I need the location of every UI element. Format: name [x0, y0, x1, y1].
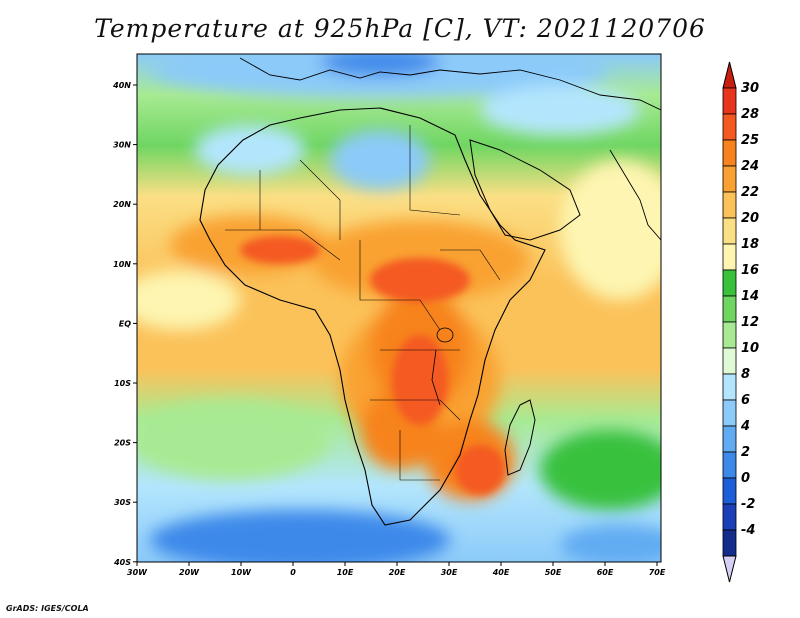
- lon-label: 20E: [389, 568, 406, 577]
- atlantic-band: [137, 270, 240, 330]
- hot-core-3: [392, 335, 448, 425]
- colorbar-overflow-high: [722, 61, 737, 89]
- middle-east-cool-patch: [480, 85, 640, 135]
- lat-label: 10S: [114, 379, 131, 388]
- lon-label: 60E: [597, 568, 614, 577]
- indian-ocean-band: [560, 160, 661, 300]
- lon-label: 30W: [127, 568, 148, 577]
- lon-label: 0: [290, 568, 296, 577]
- colorbar-label: 8: [741, 367, 750, 382]
- europe-coast: [239, 57, 661, 111]
- colorbar-label: 28: [741, 107, 759, 122]
- colorbar-swatch: [722, 165, 737, 193]
- colorbar-label: 30: [741, 81, 759, 96]
- africa-coastline: [199, 107, 546, 526]
- map-title: Temperature at 925hPa [C], VT: 202112070…: [94, 14, 706, 43]
- grads-credit: GrADS: IGES/COLA: [6, 604, 89, 613]
- colorbar-swatch: [722, 347, 737, 375]
- india-coast: [609, 149, 661, 241]
- colorbar-swatch: [722, 399, 737, 427]
- madagascar-coast: [504, 399, 536, 476]
- lat-label: 40S: [113, 558, 131, 567]
- west-sahara-cool-patch: [195, 125, 305, 175]
- colorbar-swatch: [722, 113, 737, 141]
- hot-core-1: [370, 258, 470, 302]
- lon-label: 30E: [441, 568, 458, 577]
- lat-label: 40N: [112, 81, 131, 90]
- lon-label: 10E: [337, 568, 354, 577]
- colorbar-overflow-low: [722, 555, 737, 583]
- colorbar-label: -2: [741, 497, 755, 512]
- colorbar-swatch: [722, 373, 737, 401]
- colorbar-swatch: [722, 503, 737, 531]
- lake-victoria: [436, 327, 454, 343]
- lat-label: 20S: [114, 439, 131, 448]
- colorbar-label: 24: [741, 159, 759, 174]
- colorbar-label: 12: [741, 315, 759, 330]
- colorbar-swatch: [722, 451, 737, 479]
- sahara-cool-patch: [330, 130, 430, 190]
- colorbar-swatch: [722, 139, 737, 167]
- colorbar-swatch: [722, 295, 737, 323]
- colorbar-label: 2: [741, 445, 750, 460]
- colorbar-label: 25: [741, 133, 759, 148]
- colorbar-label: 10: [741, 341, 759, 356]
- south-indian-band: [540, 430, 661, 510]
- colorbar-swatch: [722, 269, 737, 297]
- lat-label: EQ: [119, 319, 131, 328]
- lon-label: 50E: [545, 568, 562, 577]
- lon-label: 70E: [649, 568, 666, 577]
- colorbar-swatch: [722, 87, 737, 115]
- colorbar-label: 14: [741, 289, 759, 304]
- south-atlantic-band: [137, 400, 330, 480]
- colorbar-label: 22: [741, 185, 759, 200]
- colorbar-swatch: [722, 529, 737, 557]
- country-borders: [225, 125, 501, 481]
- lon-label: 40E: [492, 568, 510, 577]
- colorbar-swatch: [722, 477, 737, 505]
- colorbar-swatch: [722, 243, 737, 271]
- colorbar-label: -4: [741, 523, 755, 538]
- temperature-field: [137, 54, 661, 562]
- lake-tanganyika: [431, 349, 441, 406]
- colorbar-swatch: [722, 321, 737, 349]
- lat-label: 30S: [114, 498, 131, 507]
- colorbar-label: 20: [741, 211, 759, 226]
- southern-cold-band: [150, 510, 450, 562]
- colorbar-label: 16: [741, 263, 759, 278]
- colorbar-label: 4: [740, 419, 750, 434]
- lon-label: 20W: [179, 568, 200, 577]
- colorbar-swatch: [722, 191, 737, 219]
- lat-label: 30N: [113, 141, 131, 150]
- cold-core-north: [320, 54, 440, 76]
- colorbar-label: 6: [741, 393, 750, 408]
- southern-cold-band-east: [560, 525, 661, 562]
- colorbar-label: 0: [741, 471, 750, 486]
- colorbar-swatch: [722, 425, 737, 453]
- map-frame: [136, 53, 662, 563]
- lat-label: 20N: [113, 200, 131, 209]
- colorbar-swatch: [722, 217, 737, 245]
- arabia-coast: [469, 139, 581, 241]
- colorbar-label: 18: [741, 237, 759, 252]
- latitude-axis: 40N 30N 20N 10N EQ 10S 20S 30S 40S: [112, 81, 137, 567]
- hot-core-4: [455, 445, 505, 495]
- lon-label: 10W: [231, 568, 252, 577]
- hot-core-2: [240, 236, 320, 264]
- lat-label: 10N: [113, 260, 131, 269]
- longitude-axis: 30W 20W 10W 0 10E 20E 30E 40E 50E 60E 70E: [127, 562, 666, 577]
